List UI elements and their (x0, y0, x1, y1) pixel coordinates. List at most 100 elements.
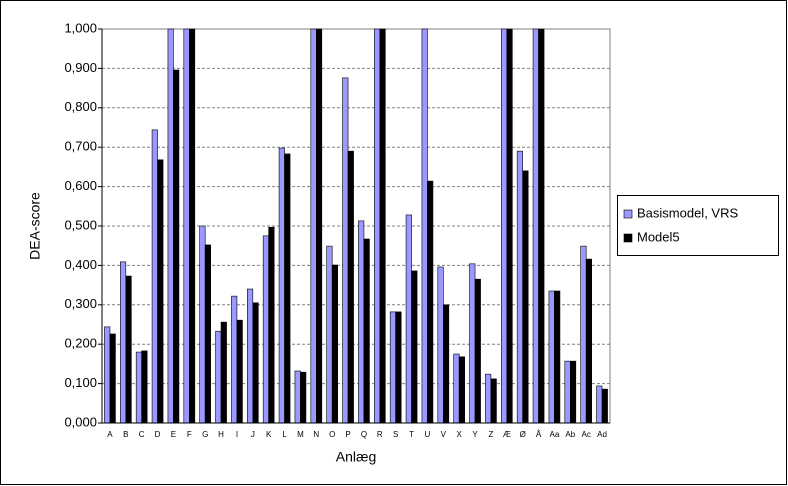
bar (300, 371, 307, 424)
bar (522, 170, 529, 424)
x-tick-label: K (266, 430, 272, 439)
x-tick-label: A (107, 430, 113, 439)
bar (405, 214, 412, 424)
bar (252, 302, 259, 424)
bar (596, 385, 603, 424)
bar (331, 264, 338, 424)
bar (585, 258, 592, 424)
x-tick-label: L (282, 430, 287, 439)
x-tick-label: B (123, 430, 128, 439)
y-tick-label: 0,900 (64, 60, 97, 75)
bar (395, 311, 402, 424)
x-tick-label: Ad (597, 430, 607, 439)
bar (358, 220, 365, 424)
x-tick-label: Ac (582, 430, 591, 439)
bar (427, 180, 434, 424)
y-tick-label: 0,200 (64, 336, 97, 351)
bar (347, 150, 354, 424)
bar (570, 360, 577, 424)
bar (120, 261, 127, 424)
bar (125, 275, 132, 424)
bar (236, 319, 243, 424)
bar (231, 295, 238, 424)
x-tick-label: R (377, 430, 383, 439)
bar (199, 225, 206, 424)
bar (109, 333, 116, 424)
x-tick-label: M (297, 430, 304, 439)
x-tick-label: J (251, 430, 255, 439)
bar (284, 153, 291, 424)
x-tick-label: N (313, 430, 319, 439)
y-tick-label: 0,300 (64, 296, 97, 311)
bar (601, 388, 608, 424)
bar (532, 28, 539, 424)
x-tick-label: U (425, 430, 431, 439)
bar (342, 77, 349, 424)
legend-label: Model5 (637, 229, 680, 244)
y-tick-label: 0,600 (64, 178, 97, 193)
x-tick-label: E (171, 430, 176, 439)
legend-swatch (623, 209, 633, 219)
legend: Basismodel, VRS Model5 (617, 195, 779, 256)
bar (294, 370, 301, 424)
bar (141, 350, 148, 424)
bar (490, 378, 497, 424)
x-tick-label: I (236, 430, 238, 439)
x-tick-label: P (345, 430, 350, 439)
bar (316, 28, 323, 424)
x-tick-label: Aa (550, 430, 560, 439)
x-tick-label: Y (472, 430, 478, 439)
legend-swatch (623, 233, 633, 243)
y-tick-label: 1,000 (64, 20, 97, 35)
x-tick-label: H (218, 430, 224, 439)
bar (268, 226, 275, 424)
bar (580, 245, 587, 424)
bar (278, 147, 285, 424)
bar (220, 321, 227, 424)
bar (506, 28, 513, 424)
bar (516, 150, 523, 424)
bar (389, 311, 396, 424)
bar (310, 28, 317, 424)
bar (204, 244, 211, 424)
bar (485, 373, 492, 424)
x-tick-label: Å (536, 430, 542, 439)
y-tick-label: 0,500 (64, 217, 97, 232)
bar (374, 28, 381, 424)
bar (453, 353, 460, 424)
bar (501, 28, 508, 424)
bar (183, 28, 190, 424)
bar (363, 238, 370, 424)
bar (151, 129, 158, 424)
bar (157, 159, 164, 424)
x-tick-label: Ab (565, 430, 575, 439)
bar (458, 356, 465, 424)
x-tick-label: Z (488, 430, 493, 439)
bar (173, 69, 180, 424)
y-tick-label: 0,400 (64, 257, 97, 272)
bar (421, 28, 428, 424)
bar (548, 290, 555, 424)
x-tick-label: Æ (503, 430, 511, 439)
x-tick-label: S (393, 430, 398, 439)
x-tick-label: X (457, 430, 463, 439)
x-tick-label: F (187, 430, 192, 439)
bar (135, 351, 142, 424)
bar (262, 235, 269, 424)
bar (326, 245, 333, 424)
bar (167, 28, 174, 424)
bar (104, 326, 111, 424)
y-axis-label: DEA-score (27, 192, 43, 260)
x-tick-label: T (409, 430, 414, 439)
y-tick-label: 0,800 (64, 99, 97, 114)
x-tick-label: C (139, 430, 145, 439)
legend-box (617, 195, 779, 256)
bar (564, 360, 571, 424)
bar (474, 278, 481, 424)
x-tick-label: G (202, 430, 208, 439)
y-tick-label: 0,100 (64, 375, 97, 390)
bar (411, 270, 418, 424)
x-tick-label: Q (361, 430, 367, 439)
y-tick-label: 0,000 (64, 414, 97, 429)
